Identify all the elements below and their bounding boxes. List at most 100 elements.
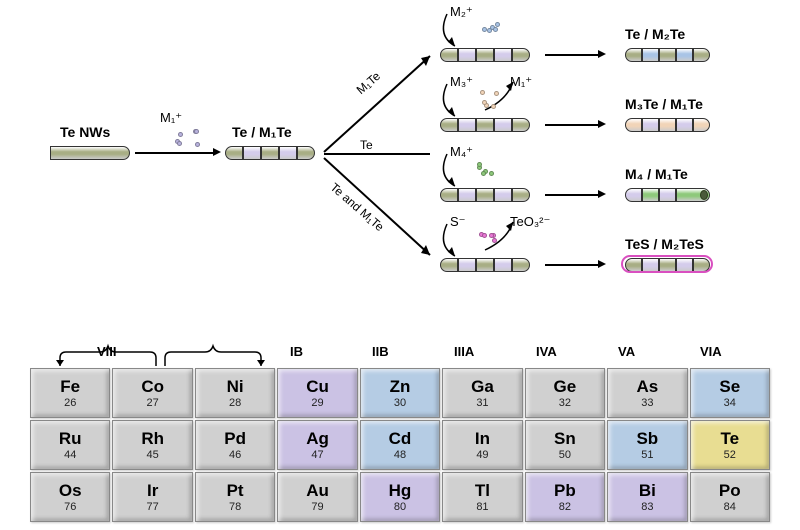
element-cell: Cu 29 xyxy=(277,368,357,418)
element-cell: Pt 78 xyxy=(195,472,275,522)
ion-m1-label: M₁⁺ xyxy=(160,110,182,126)
arrow xyxy=(135,152,215,154)
arrow xyxy=(545,194,600,196)
element-number: 30 xyxy=(394,398,406,409)
arrow xyxy=(545,124,600,126)
element-number: 44 xyxy=(64,450,76,461)
intermediate-label: Te / M₁Te xyxy=(232,124,292,140)
ion-label-product: M₁⁺ xyxy=(510,74,532,90)
te-m1te-nanowire xyxy=(225,146,315,160)
element-symbol: Fe xyxy=(60,378,80,395)
element-number: 76 xyxy=(64,502,76,513)
element-number: 80 xyxy=(394,502,406,513)
element-number: 77 xyxy=(147,502,159,513)
element-number: 34 xyxy=(724,398,736,409)
element-symbol: Ag xyxy=(306,430,329,447)
element-number: 51 xyxy=(641,450,653,461)
ion-dots xyxy=(475,230,503,248)
element-cell: Ag 47 xyxy=(277,420,357,470)
element-symbol: Se xyxy=(719,378,740,395)
element-cell: Zn30 xyxy=(360,368,440,418)
element-number: 27 xyxy=(147,398,159,409)
reaction-scheme: Te NWs M₁⁺ Te / M₁Te M₁Te Te Te and M₁Te… xyxy=(0,0,800,340)
ion-label: M₄⁺ xyxy=(450,144,473,160)
element-number: 81 xyxy=(476,502,488,513)
element-number: 83 xyxy=(641,502,653,513)
element-cell: Os 76 xyxy=(30,472,110,522)
group-headers-row: VIIIIBIIBIIIAIVAVAVIA xyxy=(30,340,770,368)
ion-label: M₃⁺ xyxy=(450,74,473,90)
element-symbol: Os xyxy=(59,482,82,499)
element-number: 50 xyxy=(559,450,571,461)
result-nanowire xyxy=(625,48,710,62)
element-cell: Co 27 xyxy=(112,368,192,418)
element-symbol: Rh xyxy=(141,430,164,447)
arrow-head-icon xyxy=(598,260,606,268)
element-symbol: Pb xyxy=(554,482,576,499)
arrow-head-icon xyxy=(598,190,606,198)
arrow-head-icon xyxy=(213,148,221,156)
element-symbol: Sb xyxy=(636,430,658,447)
element-number: 47 xyxy=(311,450,323,461)
element-cell: Ni28 xyxy=(195,368,275,418)
element-symbol: Cd xyxy=(389,430,412,447)
element-number: 84 xyxy=(724,502,736,513)
element-symbol: Ge xyxy=(554,378,577,395)
element-symbol: Pd xyxy=(224,430,246,447)
group-header: IVA xyxy=(536,344,557,359)
ion-label: S⁻ xyxy=(450,214,466,230)
element-symbol: Po xyxy=(719,482,741,499)
element-symbol: Bi xyxy=(639,482,656,499)
group-header: IIB xyxy=(372,344,389,359)
element-number: 28 xyxy=(229,398,241,409)
element-symbol: As xyxy=(636,378,658,395)
tube-outline-icon xyxy=(621,255,713,273)
ion-label: M₂⁺ xyxy=(450,4,473,20)
element-symbol: Tl xyxy=(475,482,490,499)
element-cell: Se 34 xyxy=(690,368,770,418)
element-symbol: Pt xyxy=(227,482,244,499)
element-number: 29 xyxy=(311,398,323,409)
ion-dots xyxy=(475,160,503,178)
element-number: 31 xyxy=(476,398,488,409)
element-number: 33 xyxy=(641,398,653,409)
result-nanowire xyxy=(625,188,710,202)
group-header: VA xyxy=(618,344,635,359)
element-symbol: Ga xyxy=(471,378,494,395)
element-symbol: Cu xyxy=(306,378,329,395)
group-header: IIIA xyxy=(454,344,474,359)
element-cell: In49 xyxy=(442,420,522,470)
element-symbol: Au xyxy=(306,482,329,499)
ion-dots xyxy=(475,20,503,38)
start-label: Te NWs xyxy=(60,124,110,140)
element-cell: Te52 xyxy=(690,420,770,470)
element-cell: Fe 26 xyxy=(30,368,110,418)
element-cell: Hg80 xyxy=(360,472,440,522)
element-cell: Tl 81 xyxy=(442,472,522,522)
arrow xyxy=(545,264,600,266)
element-number: 52 xyxy=(724,450,736,461)
element-symbol: Ir xyxy=(147,482,158,499)
element-number: 78 xyxy=(229,502,241,513)
element-cell: Ga 31 xyxy=(442,368,522,418)
element-number: 48 xyxy=(394,450,406,461)
hollow-end-icon xyxy=(700,190,708,200)
result-label: TeS / M₂TeS xyxy=(625,236,704,252)
ion-dots xyxy=(475,90,503,108)
group-header: VIA xyxy=(700,344,722,359)
element-number: 26 xyxy=(64,398,76,409)
group-header: IB xyxy=(290,344,303,359)
element-cell: Pd 46 xyxy=(195,420,275,470)
te-nanowire xyxy=(50,146,130,160)
result-label: Te / M₂Te xyxy=(625,26,685,42)
ion-label-product: TeO₃²⁻ xyxy=(510,214,550,230)
element-symbol: Ru xyxy=(59,430,82,447)
element-symbol: Co xyxy=(141,378,164,395)
element-cell: Pb82 xyxy=(525,472,605,522)
element-cell: Ge32 xyxy=(525,368,605,418)
element-cell: Au79 xyxy=(277,472,357,522)
element-cell: Cd 48 xyxy=(360,420,440,470)
element-number: 46 xyxy=(229,450,241,461)
periodic-table: VIIIIBIIBIIIAIVAVAVIA Fe26Co27Ni28Cu29Zn… xyxy=(30,340,770,522)
element-symbol: In xyxy=(475,430,490,447)
